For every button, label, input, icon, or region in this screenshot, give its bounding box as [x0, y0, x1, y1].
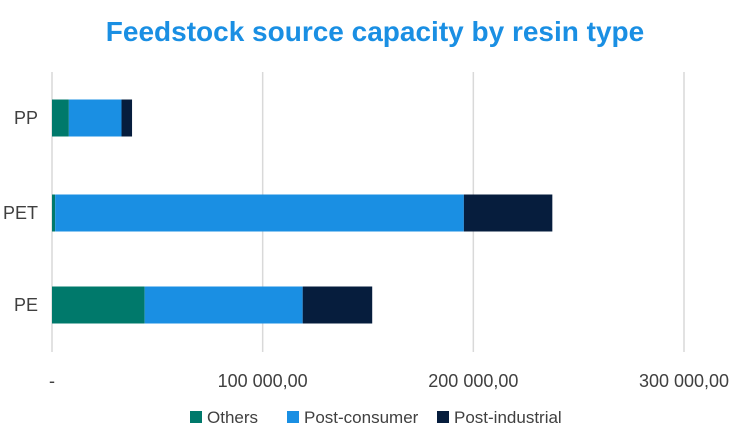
x-axis-tick-labels: - 100 000,00 200 000,00 300 000,00 — [49, 371, 729, 391]
legend-swatch-others — [190, 411, 202, 423]
category-label-pet: PET — [3, 203, 38, 223]
bar-pp-post-consumer — [68, 99, 122, 137]
legend: Others Post-consumer Post-industrial — [190, 408, 562, 427]
x-tick-label-1: 100 000,00 — [218, 371, 308, 391]
category-label-pe: PE — [14, 295, 38, 315]
legend-label-others: Others — [207, 408, 258, 427]
bar-pet-post-consumer — [55, 194, 464, 232]
legend-swatch-post-consumer — [287, 411, 299, 423]
bar-pet-others — [52, 194, 56, 232]
bar-pe-post-industrial — [302, 286, 373, 324]
bar-pp-post-industrial — [121, 99, 133, 137]
bar-pe-post-consumer — [144, 286, 303, 324]
bar-pe-others — [52, 286, 145, 324]
bars — [52, 99, 553, 324]
x-tick-label-2: 200 000,00 — [428, 371, 518, 391]
bar-pet-post-industrial — [463, 194, 553, 232]
x-tick-label-3: 300 000,00 — [639, 371, 729, 391]
category-label-pp: PP — [14, 108, 38, 128]
legend-swatch-post-industrial — [437, 411, 449, 423]
legend-label-post-consumer: Post-consumer — [304, 408, 419, 427]
chart-title: Feedstock source capacity by resin type — [106, 16, 644, 47]
legend-label-post-industrial: Post-industrial — [454, 408, 562, 427]
bar-pp-others — [52, 99, 69, 137]
category-labels: PP PET PE — [3, 108, 38, 315]
x-tick-label-0: - — [49, 371, 55, 391]
